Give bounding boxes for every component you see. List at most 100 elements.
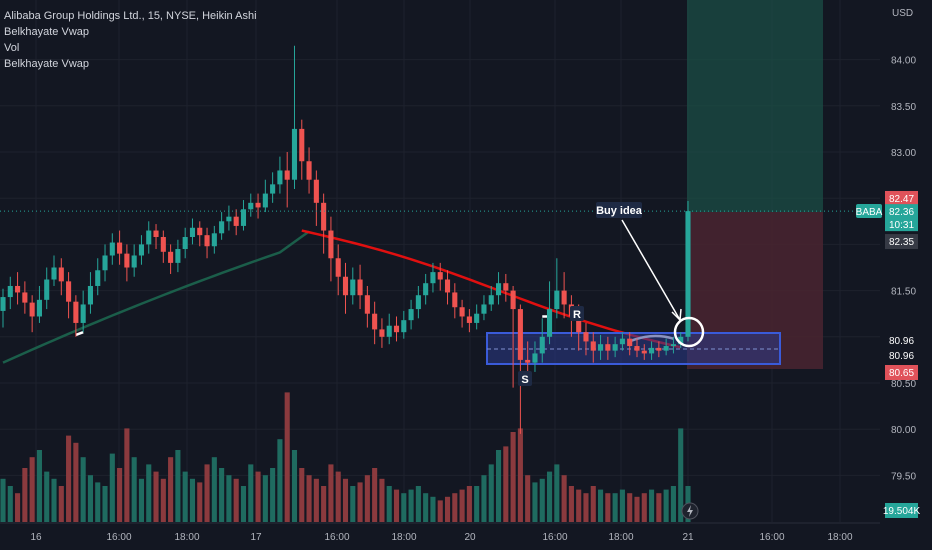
volume-bar (546, 471, 553, 522)
candles (0, 45, 691, 434)
candle-body (372, 313, 378, 330)
candle-body (525, 359, 531, 363)
volume-bar (321, 486, 327, 522)
candle-body (401, 320, 407, 333)
time-tick: 17 (250, 532, 262, 543)
resistance-label: R (573, 309, 581, 321)
badge-open-bg (885, 234, 918, 250)
volume-bar (299, 468, 305, 522)
candle-body (44, 279, 50, 300)
candle-body (357, 279, 363, 296)
candle-body (386, 325, 392, 337)
volume-bar (612, 493, 618, 522)
badge-last-price: 82.36 (889, 207, 914, 218)
badge-high: 82.47 (889, 194, 914, 205)
volume-bar (393, 489, 400, 522)
volume-bar (466, 486, 472, 522)
price-tick: 83.00 (891, 148, 916, 159)
volume-bar (189, 478, 196, 522)
candle-body (138, 244, 145, 256)
vwap-break (75, 331, 84, 337)
time-tick: 18:00 (608, 532, 633, 543)
candle-body (590, 341, 596, 351)
volume-bar (415, 486, 421, 522)
support-label-bg (518, 371, 532, 386)
volume-bar (525, 475, 531, 522)
volume-bar (175, 450, 181, 522)
candle-body (102, 255, 108, 271)
volume-bar (583, 493, 589, 522)
volume-bar (568, 486, 574, 522)
time-tick: 16 (30, 532, 42, 543)
volume-bar (138, 478, 145, 522)
candle-body (350, 279, 356, 296)
volume-bar (182, 471, 188, 522)
volume-bar (437, 500, 443, 522)
volume-bar (255, 471, 261, 522)
candle-body (488, 295, 494, 305)
volume-bar (335, 471, 341, 522)
candle-body (328, 230, 334, 259)
volume-bar (517, 428, 523, 522)
time-axis[interactable]: 16 16:00 18:00 17 16:00 18:00 20 16:00 18:00 21 16… (0, 502, 880, 543)
volume-bar (590, 486, 596, 522)
candle-body (408, 309, 414, 321)
candle-body (29, 302, 35, 317)
volume-bar (168, 457, 174, 522)
candle-body (539, 336, 545, 354)
candle-body (15, 285, 21, 293)
legend-indicator-vwap-1[interactable]: Belkhayate Vwap (4, 26, 89, 38)
volume-bar (357, 482, 363, 522)
candle-body (342, 276, 349, 296)
volume-bar (95, 482, 101, 522)
candle-body (685, 211, 691, 337)
legend-indicator-vol[interactable]: Vol (4, 42, 20, 54)
volume-bar (233, 478, 239, 522)
volume-bar (153, 471, 159, 522)
volume-bar (459, 489, 465, 522)
volume-bar (598, 489, 604, 522)
candle-body (66, 281, 72, 302)
candle-body (299, 128, 305, 162)
candle-body (291, 128, 298, 180)
volume-bar (488, 464, 494, 522)
volume-bar (313, 478, 319, 522)
volume-bar (7, 486, 13, 522)
candle-body (189, 227, 196, 238)
price-axis[interactable]: USD 84.00 83.50 83.00 81.50 80.50 80.00 79.50 82… (856, 0, 932, 550)
candle-body (262, 193, 268, 208)
badge-vwap-1-bg (885, 333, 918, 348)
volume-bar (66, 435, 72, 522)
badge-vwap-1: 80.96 (889, 336, 914, 347)
volume-bars (0, 392, 691, 522)
candle-body (554, 290, 560, 310)
volume-bar (204, 464, 210, 522)
symbol-tag: BABA (856, 207, 883, 218)
legend-indicator-vwap-2[interactable]: Belkhayate Vwap (4, 58, 89, 70)
candle-body (678, 336, 684, 345)
volume-bar (495, 450, 502, 522)
volume-bar (532, 482, 538, 522)
lightning-icon-glyph (687, 505, 693, 517)
buy-idea-label-bg (596, 202, 642, 218)
volume-bar (15, 493, 21, 522)
candle-body (481, 304, 487, 314)
candle-body (0, 297, 6, 311)
volume-bar (44, 471, 50, 522)
candle-body (284, 170, 290, 180)
volume-bar (452, 493, 458, 522)
annotations: Buy idea R S (0, 202, 880, 386)
candle-body (598, 344, 604, 351)
candle-body (270, 184, 276, 194)
price-tick: 80.50 (891, 379, 916, 390)
candle-body (583, 332, 589, 342)
price-tick: 84.00 (891, 56, 916, 67)
price-tick: 81.50 (891, 287, 916, 298)
volume-bar (481, 475, 487, 522)
volume-bar (372, 468, 378, 522)
volume-bar (634, 496, 640, 522)
volume-bar (197, 482, 203, 522)
volume-bar (248, 464, 254, 522)
legend-title[interactable]: Alibaba Group Holdings Ltd., 15, NYSE, H… (4, 10, 257, 22)
